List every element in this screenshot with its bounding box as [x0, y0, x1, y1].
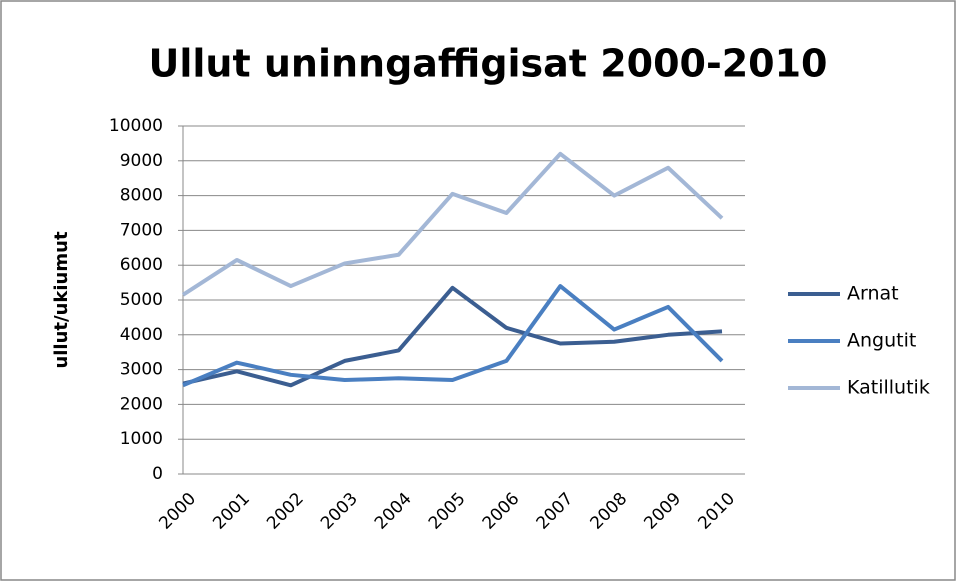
y-tick-label: 10000	[109, 116, 163, 136]
y-tick-label: 9000	[120, 151, 163, 171]
legend-label: Angutit	[847, 330, 916, 352]
y-tick-label: 5000	[120, 290, 163, 310]
y-tick-label: 6000	[120, 255, 163, 275]
y-tick-label: 7000	[120, 220, 163, 240]
chart-title: Ullut uninngaffigisat 2000-2010	[149, 42, 828, 86]
y-tick-label: 4000	[120, 325, 163, 345]
legend-label: Katillutik	[847, 377, 930, 399]
series-line	[182, 285, 723, 388]
y-tick-label: 0	[152, 464, 163, 484]
y-axis-label: ullut/ukiumut	[51, 231, 72, 368]
y-tick-label: 8000	[120, 186, 163, 206]
legend-label: Arnat	[847, 283, 899, 305]
series-line	[182, 284, 724, 388]
y-tick-label: 3000	[120, 360, 163, 380]
y-tick-label: 1000	[120, 429, 163, 449]
series-line	[181, 151, 724, 297]
y-tick-label: 2000	[120, 394, 163, 414]
